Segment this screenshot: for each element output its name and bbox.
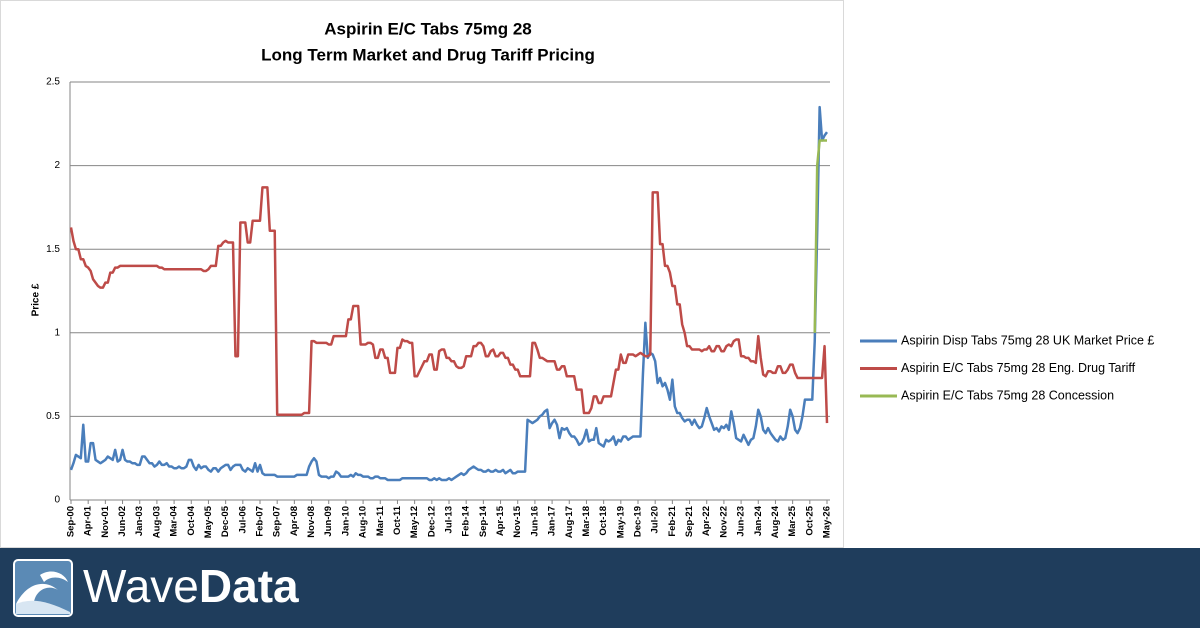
x-tick-label: Nov-15 [512,505,523,537]
x-tick-label: Nov-08 [306,506,317,538]
legend-label: Aspirin E/C Tabs 75mg 28 Eng. Drug Tarif… [901,361,1136,375]
x-tick-label: Mar-25 [787,505,798,536]
x-tick-label: Aug-24 [770,505,781,538]
x-tick-label: Jun-02 [117,506,128,537]
x-tick-label: Nov-22 [718,506,729,538]
y-tick-label: 2.5 [46,77,60,88]
background [0,0,1200,548]
x-tick-label: Sep-00 [66,506,77,537]
x-tick-label: Oct-04 [186,505,197,535]
series-line [69,105,829,482]
brand-text: WaveData [83,560,299,612]
x-tick-label: Aug-10 [358,506,369,538]
legend-label: Aspirin E/C Tabs 75mg 28 Concession [901,388,1114,402]
x-tick-label: Mar-11 [375,505,386,536]
x-tick-label: Mar-04 [169,505,180,536]
x-tick-label: Mar-18 [581,506,592,537]
chart-subtitle: Long Term Market and Drug Tariff Pricing [261,45,595,64]
x-tick-label: Sep-14 [478,505,489,537]
y-tick-label: 0.5 [46,411,60,422]
y-tick-label: 0 [54,495,60,506]
brand-wave: Wave [83,560,199,612]
x-tick-label: Jul-06 [237,506,248,533]
x-tick-label: Sep-07 [272,506,283,537]
x-tick-label: Jul-20 [650,506,661,533]
x-tick-label: Jun-16 [529,506,540,537]
x-tick-label: Apr-01 [83,505,94,536]
y-axis-label: Price £ [31,283,42,316]
x-tick-label: Feb-21 [667,505,678,536]
chart-title: Aspirin E/C Tabs 75mg 28 [324,19,532,38]
x-tick-label: Jun-09 [323,506,334,537]
x-tick-label: Apr-15 [495,505,506,536]
x-tick-label: Jul-13 [444,506,455,533]
x-tick-label: May-05 [203,505,214,538]
x-tick-label: Oct-11 [392,505,403,535]
x-tick-label: Feb-07 [255,506,266,537]
x-tick-label: Aug-17 [564,506,575,538]
x-tick-label: Jan-17 [547,506,558,536]
brand-data: Data [199,560,299,612]
legend-label: Aspirin Disp Tabs 75mg 28 UK Market Pric… [901,333,1154,347]
x-tick-label: Dec-05 [220,505,231,537]
x-tick-label: May-26 [822,506,833,538]
x-tick-label: Jan-03 [134,506,145,536]
x-tick-label: Jan-10 [340,506,351,536]
x-tick-label: May-12 [409,506,420,538]
x-tick-label: Nov-01 [100,505,111,537]
x-tick-label: Dec-12 [426,506,437,537]
x-tick-label: Jan-24 [753,505,764,536]
x-tick-label: Sep-21 [684,505,695,537]
y-tick-label: 1 [54,327,60,338]
y-tick-label: 1.5 [46,244,60,255]
x-tick-label: Dec-19 [633,506,644,537]
x-tick-label: Apr-22 [701,506,712,536]
footer [0,548,1200,628]
y-tick-label: 2 [54,160,60,171]
x-tick-label: Aug-03 [151,506,162,538]
chart-border [0,0,844,548]
x-tick-label: May-19 [615,506,626,538]
x-tick-label: Feb-14 [461,505,472,536]
x-tick-label: Jun-23 [736,506,747,537]
x-tick-label: Apr-08 [289,506,300,536]
logo-icon [13,559,73,617]
series-line [813,139,827,333]
x-tick-label: Oct-25 [804,505,815,535]
x-tick-label: Oct-18 [598,506,609,536]
series-line [69,186,829,424]
